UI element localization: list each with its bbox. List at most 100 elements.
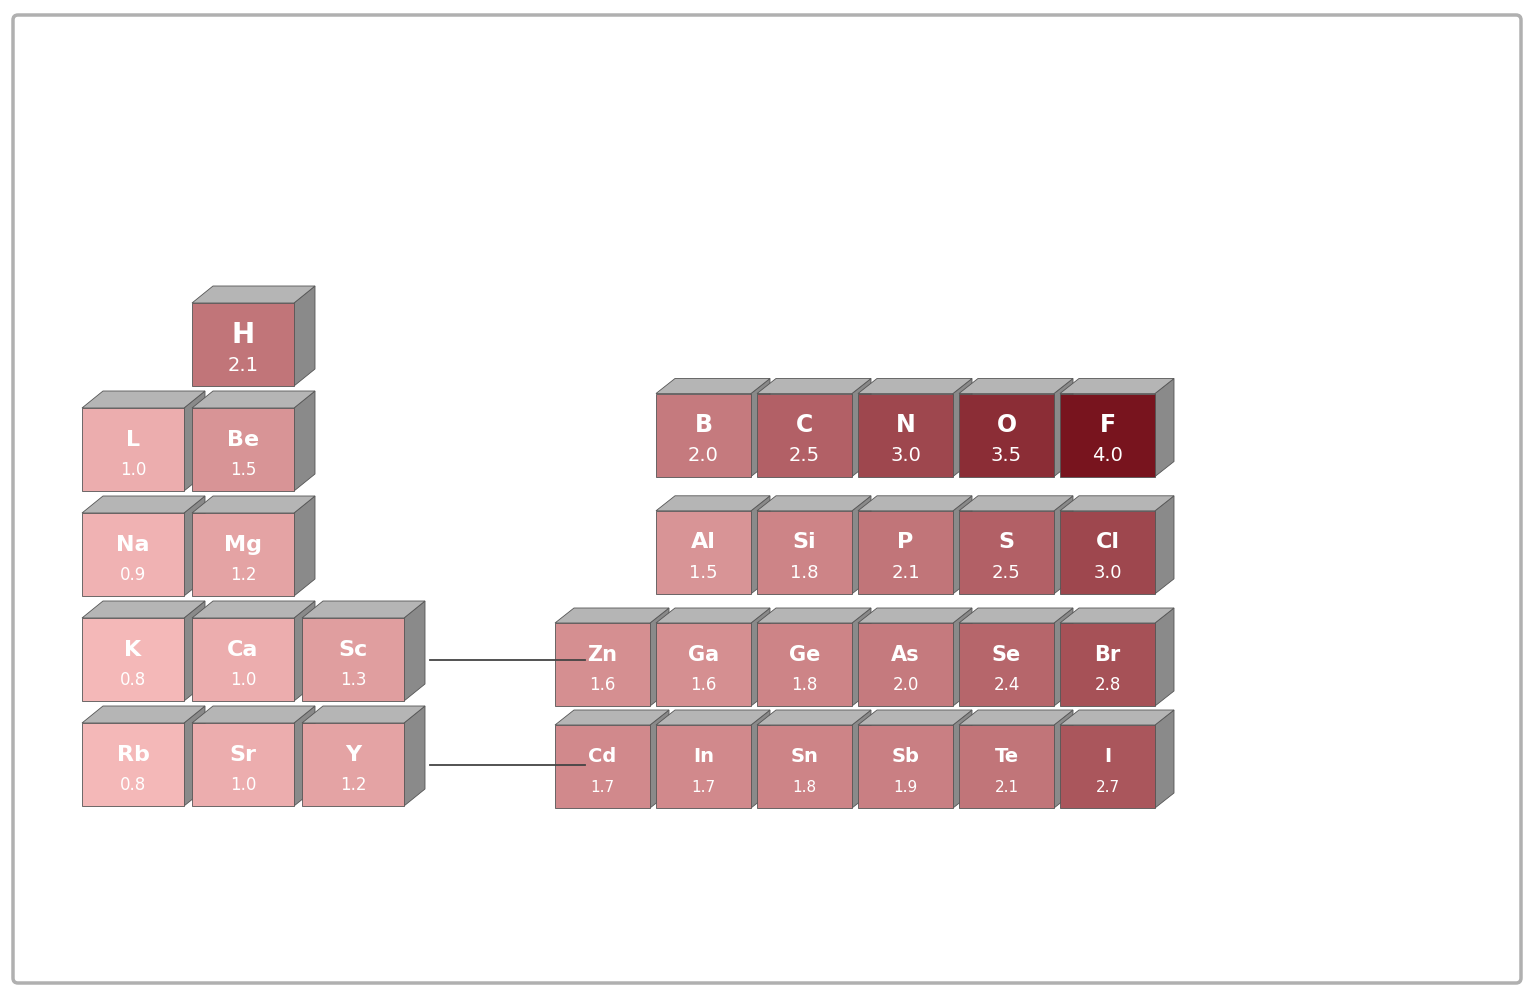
Polygon shape	[852, 378, 871, 476]
Text: 2.1: 2.1	[228, 356, 258, 374]
Text: 1.0: 1.0	[229, 776, 257, 794]
FancyBboxPatch shape	[960, 393, 1054, 476]
Text: 2.1: 2.1	[891, 564, 920, 582]
FancyBboxPatch shape	[555, 725, 651, 808]
Polygon shape	[1060, 378, 1173, 393]
FancyBboxPatch shape	[192, 303, 294, 386]
FancyBboxPatch shape	[657, 623, 751, 706]
Text: P: P	[897, 532, 914, 553]
Text: N: N	[895, 413, 915, 437]
FancyBboxPatch shape	[657, 725, 751, 808]
Polygon shape	[294, 286, 315, 386]
Text: O: O	[997, 413, 1017, 437]
Polygon shape	[1054, 378, 1074, 476]
Polygon shape	[192, 706, 315, 723]
Polygon shape	[1155, 710, 1173, 808]
FancyBboxPatch shape	[82, 723, 185, 806]
Polygon shape	[82, 496, 205, 513]
Text: Rb: Rb	[117, 745, 149, 765]
Text: 2.4: 2.4	[994, 676, 1020, 694]
Polygon shape	[751, 496, 771, 594]
Polygon shape	[404, 601, 424, 701]
Text: 2.5: 2.5	[992, 564, 1021, 582]
Text: Be: Be	[228, 429, 258, 449]
FancyBboxPatch shape	[301, 618, 404, 701]
Polygon shape	[954, 496, 972, 594]
Text: Ge: Ge	[789, 644, 820, 664]
Text: 1.7: 1.7	[692, 780, 715, 795]
Polygon shape	[852, 496, 871, 594]
FancyBboxPatch shape	[858, 623, 954, 706]
Polygon shape	[960, 608, 1074, 623]
FancyBboxPatch shape	[1060, 725, 1155, 808]
Polygon shape	[751, 710, 771, 808]
Text: 4.0: 4.0	[1092, 446, 1123, 465]
Polygon shape	[1060, 608, 1173, 623]
Text: 1.0: 1.0	[229, 671, 257, 689]
Text: Te: Te	[995, 747, 1018, 766]
Text: Al: Al	[691, 532, 715, 553]
Text: L: L	[126, 429, 140, 449]
Text: 2.5: 2.5	[789, 446, 820, 465]
Text: 0.8: 0.8	[120, 671, 146, 689]
Text: As: As	[891, 644, 920, 664]
Polygon shape	[294, 391, 315, 491]
Polygon shape	[82, 391, 205, 408]
Text: 1.3: 1.3	[340, 671, 366, 689]
Polygon shape	[192, 601, 315, 618]
Polygon shape	[954, 608, 972, 706]
Text: 1.8: 1.8	[792, 780, 817, 795]
Polygon shape	[651, 608, 669, 706]
Polygon shape	[185, 496, 205, 596]
FancyBboxPatch shape	[1060, 511, 1155, 594]
Text: 1.9: 1.9	[894, 780, 918, 795]
FancyBboxPatch shape	[858, 511, 954, 594]
Polygon shape	[657, 710, 771, 725]
FancyBboxPatch shape	[757, 393, 852, 476]
Polygon shape	[651, 710, 669, 808]
FancyBboxPatch shape	[192, 723, 294, 806]
Polygon shape	[852, 608, 871, 706]
Text: 0.9: 0.9	[120, 567, 146, 585]
Text: 0.8: 0.8	[120, 776, 146, 794]
FancyBboxPatch shape	[960, 725, 1054, 808]
Polygon shape	[757, 608, 871, 623]
Text: 1.7: 1.7	[591, 780, 615, 795]
Text: Mg: Mg	[225, 535, 261, 555]
Polygon shape	[954, 710, 972, 808]
Polygon shape	[1054, 710, 1074, 808]
FancyBboxPatch shape	[657, 393, 751, 476]
FancyBboxPatch shape	[82, 513, 185, 596]
Text: 1.8: 1.8	[791, 564, 818, 582]
Polygon shape	[301, 601, 424, 618]
Text: Sc: Sc	[338, 639, 368, 659]
Polygon shape	[858, 608, 972, 623]
FancyBboxPatch shape	[192, 408, 294, 491]
Polygon shape	[185, 706, 205, 806]
FancyBboxPatch shape	[657, 511, 751, 594]
FancyBboxPatch shape	[192, 618, 294, 701]
FancyBboxPatch shape	[858, 393, 954, 476]
Text: Cl: Cl	[1095, 532, 1120, 553]
FancyBboxPatch shape	[555, 623, 651, 706]
Text: 1.0: 1.0	[120, 461, 146, 479]
Text: 1.5: 1.5	[229, 461, 257, 479]
FancyBboxPatch shape	[82, 618, 185, 701]
Text: Sr: Sr	[229, 745, 257, 765]
Polygon shape	[192, 286, 315, 303]
Text: 1.5: 1.5	[689, 564, 718, 582]
Polygon shape	[960, 378, 1074, 393]
Polygon shape	[1155, 378, 1173, 476]
Polygon shape	[294, 496, 315, 596]
Polygon shape	[960, 496, 1074, 511]
Polygon shape	[954, 378, 972, 476]
Polygon shape	[192, 391, 315, 408]
Text: Sn: Sn	[791, 747, 818, 766]
Text: 3.0: 3.0	[1094, 564, 1121, 582]
Polygon shape	[858, 710, 972, 725]
Text: 1.2: 1.2	[229, 567, 257, 585]
Polygon shape	[1060, 710, 1173, 725]
Polygon shape	[301, 706, 424, 723]
Text: K: K	[125, 639, 141, 659]
FancyBboxPatch shape	[858, 725, 954, 808]
